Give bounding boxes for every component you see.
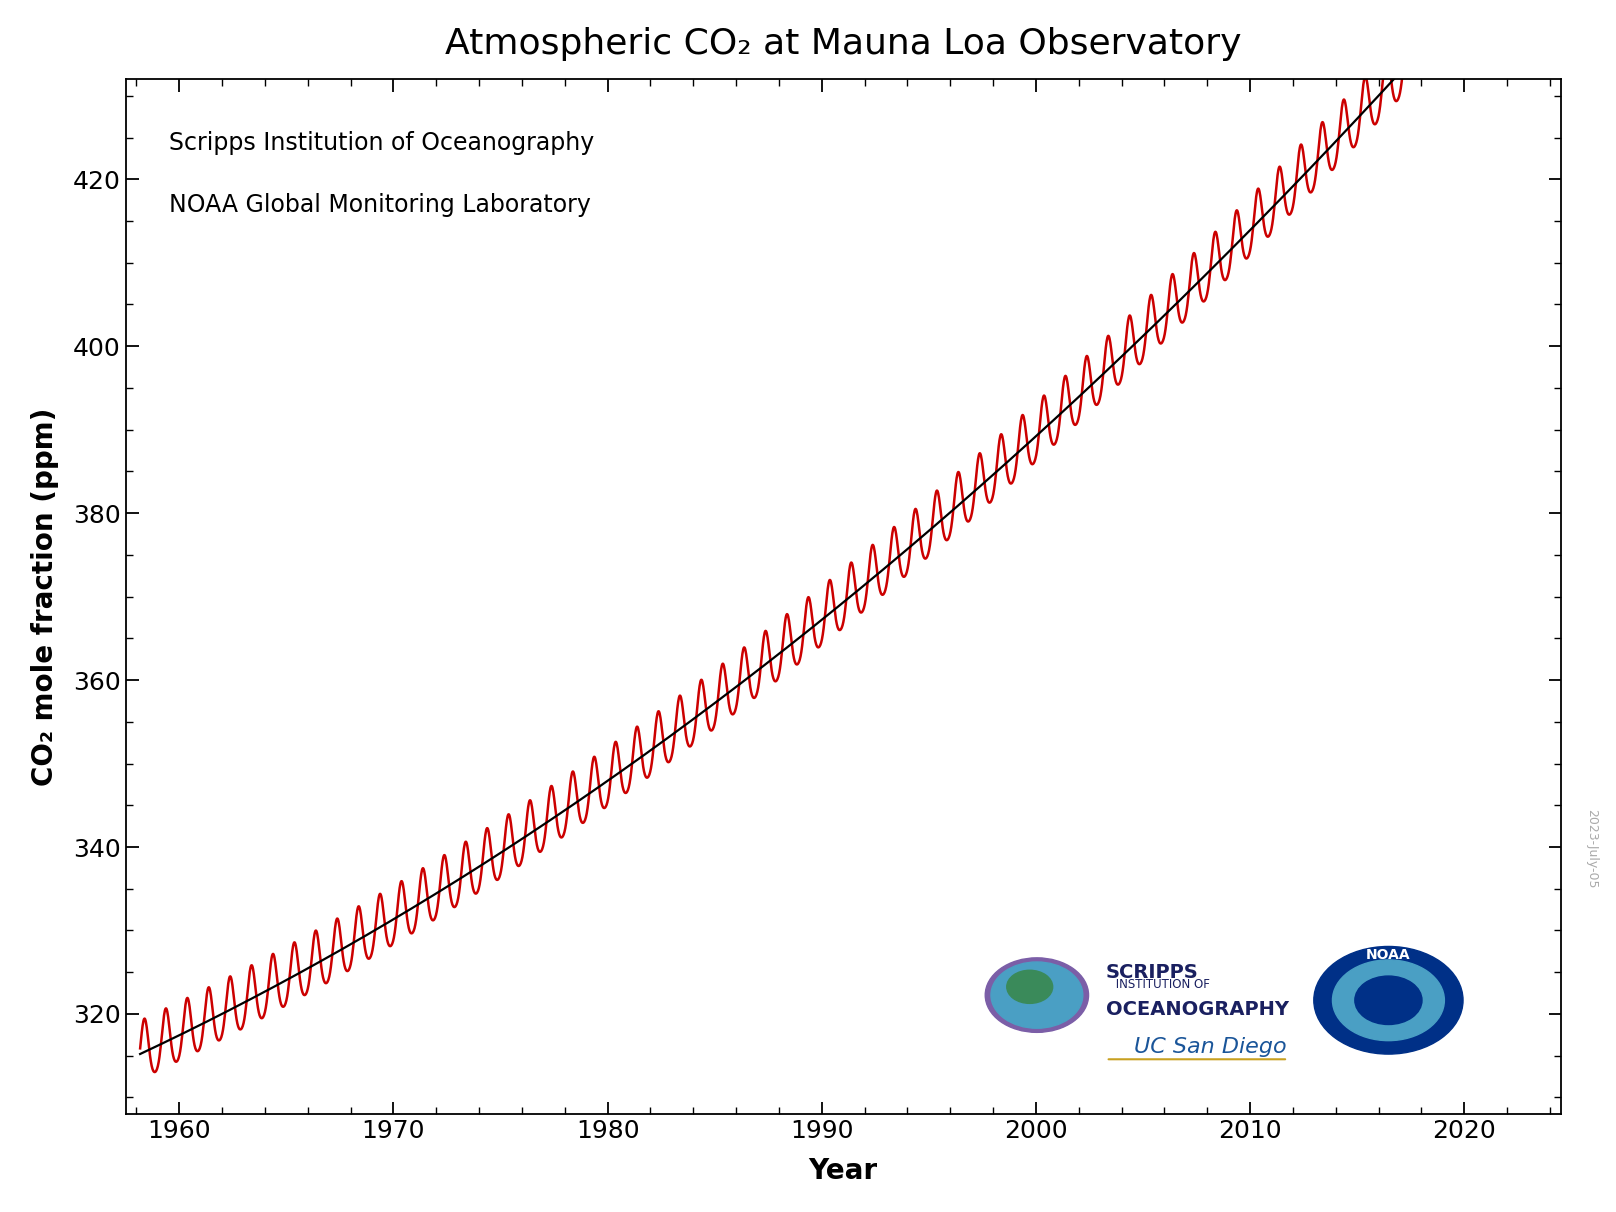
Text: NOAA Global Monitoring Laboratory: NOAA Global Monitoring Laboratory bbox=[168, 193, 591, 217]
Circle shape bbox=[991, 962, 1083, 1028]
Circle shape bbox=[1007, 971, 1052, 1004]
Y-axis label: CO₂ mole fraction (ppm): CO₂ mole fraction (ppm) bbox=[31, 407, 60, 785]
Circle shape bbox=[1333, 960, 1445, 1041]
Circle shape bbox=[986, 957, 1089, 1033]
Text: Scripps Institution of Oceanography: Scripps Institution of Oceanography bbox=[168, 131, 595, 155]
Text: SCRIPPS: SCRIPPS bbox=[1105, 962, 1199, 982]
Text: UC San Diego: UC San Diego bbox=[1134, 1036, 1286, 1057]
Text: 2023-July-05: 2023-July-05 bbox=[1585, 808, 1598, 888]
Title: Atmospheric CO₂ at Mauna Loa Observatory: Atmospheric CO₂ at Mauna Loa Observatory bbox=[444, 27, 1241, 61]
Text: NOAA: NOAA bbox=[1366, 948, 1411, 961]
Text: INSTITUTION OF: INSTITUTION OF bbox=[1112, 978, 1209, 990]
Text: OCEANOGRAPHY: OCEANOGRAPHY bbox=[1105, 1000, 1290, 1019]
X-axis label: Year: Year bbox=[808, 1157, 877, 1185]
Circle shape bbox=[1314, 947, 1462, 1054]
Circle shape bbox=[1354, 976, 1422, 1024]
